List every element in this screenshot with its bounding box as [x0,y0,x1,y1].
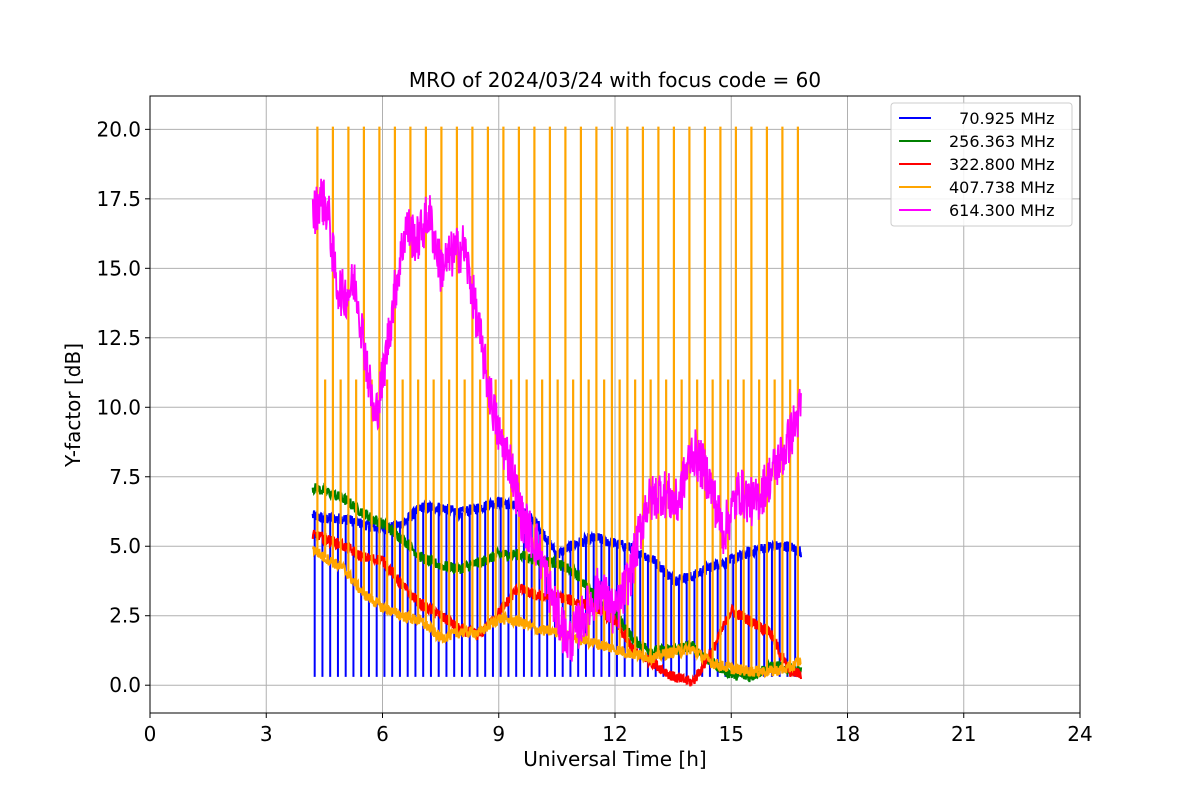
y-tick-label: 5.0 [109,534,141,558]
y-tick-label: 12.5 [96,326,141,350]
y-tick-label: 2.5 [109,604,141,628]
y-tick-label: 7.5 [109,465,141,489]
x-tick-label: 0 [144,722,157,746]
y-tick-label: 17.5 [96,187,141,211]
legend-label: 256.363 MHz [949,132,1054,151]
x-tick-label: 21 [951,722,976,746]
x-axis-label: Universal Time [h] [523,747,706,771]
x-tick-label: 3 [260,722,273,746]
x-tick-label: 24 [1067,722,1092,746]
plot-area [311,126,803,687]
y-axis: 0.0 2.5 5.0 7.5 10.0 12.5 15.0 17.5 20.0 [96,117,150,697]
x-tick-label: 12 [602,722,627,746]
legend-label: 407.738 MHz [949,178,1054,197]
x-axis: 0 3 6 9 12 15 18 21 24 [144,713,1093,746]
legend-label: 614.300 MHz [949,201,1054,220]
x-tick-label: 18 [835,722,860,746]
legend-label: 322.800 MHz [949,155,1054,174]
x-tick-label: 15 [719,722,744,746]
y-axis-label: Y-factor [dB] [61,343,85,468]
x-tick-label: 6 [376,722,389,746]
y-tick-label: 0.0 [109,673,141,697]
legend: 70.925 MHz 256.363 MHz 322.800 MHz 407.738 … [890,102,1073,227]
x-tick-label: 9 [492,722,505,746]
legend-frame [890,102,1073,227]
series-5 [311,178,802,662]
chart-title: MRO of 2024/03/24 with focus code = 60 [409,68,821,92]
y-tick-label: 15.0 [96,256,141,280]
y-tick-label: 10.0 [96,395,141,419]
series-layer [311,126,803,687]
series-line [311,178,802,662]
legend-label: 70.925 MHz [949,109,1054,128]
y-tick-label: 20.0 [96,117,141,141]
